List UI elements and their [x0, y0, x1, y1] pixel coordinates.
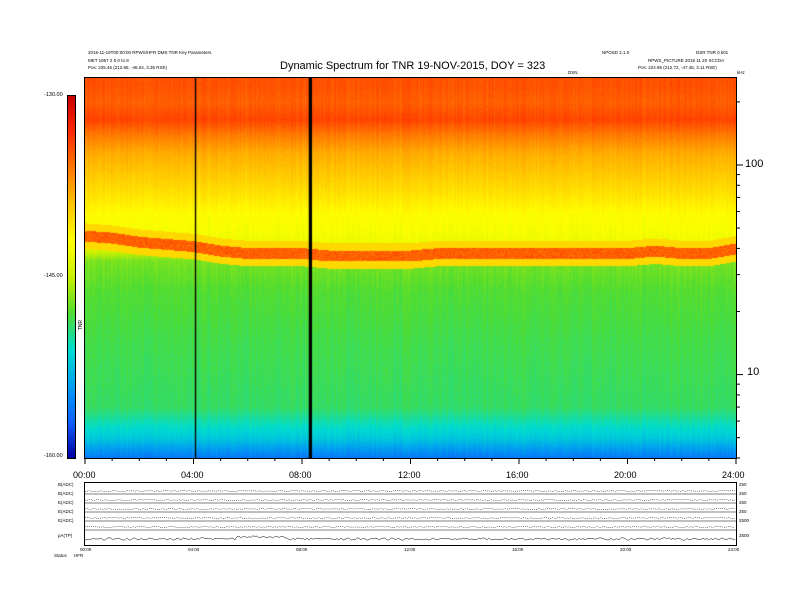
panel-x-tick: 04:00 [188, 547, 200, 552]
panel-row-scale: 250 [739, 509, 747, 514]
panel-row-scale: 250 [739, 500, 747, 505]
colorbar [67, 95, 76, 459]
panel-trace [85, 525, 736, 529]
panel-trace [85, 489, 736, 493]
panel-row-label: E(ADC) [58, 500, 74, 505]
header-position-left: Pos: 225.45 (212.85, -46.04, 3.35 RSE) [88, 65, 168, 70]
header-position-right: Pos: 224.86 (212.72, -47.45, 3.11 RSE) [638, 65, 717, 70]
panel-x-tick: 16:00 [512, 547, 524, 552]
header-info-line-2: MET 1957 2 5 0 to 8 [88, 58, 129, 63]
header-dsn: DSN [568, 70, 578, 75]
panel-row-label: pA(TP) [58, 533, 73, 538]
housekeeping-traces [85, 489, 736, 541]
panel-row-label: E(ADC) [58, 518, 74, 523]
panel-trace-bottom [85, 535, 736, 541]
x-tick-1200: 12:00 [398, 470, 421, 480]
header-version: NPOSD 2.1.0 [602, 50, 630, 55]
header-dataset: DSR TNR 0 k01 [696, 50, 729, 55]
x-tick-1600: 16:00 [506, 470, 529, 480]
x-tick-0400: 04:00 [181, 470, 204, 480]
panel-trace [85, 498, 736, 502]
panel-x-tick: 12:00 [404, 547, 416, 552]
header-unit-corner: kHz [737, 70, 745, 75]
colorbar-tick-bottom: -160.00 [44, 453, 63, 459]
panel-row-scale: 250 [739, 491, 747, 496]
colorbar-tick-top: -130.00 [44, 92, 63, 98]
panel-x-tick: 24:00 [728, 547, 740, 552]
panel-x-tick: 08:00 [296, 547, 308, 552]
y-tick-100: 100 [745, 158, 764, 170]
panel-footer-hfr: HFR [74, 553, 84, 558]
spectrogram-frame [84, 77, 737, 459]
x-tick-0800: 08:00 [289, 470, 312, 480]
colorbar-tick-mid: -145.00 [44, 273, 63, 279]
panel-row-label: B(ADC) [58, 491, 74, 496]
panel-trace [85, 516, 736, 520]
x-tick-0000: 00:00 [73, 470, 96, 480]
panel-row-scale: 2500 [739, 518, 750, 523]
panel-trace [85, 507, 736, 511]
chart-title: Dynamic Spectrum for TNR 19-NOV-2015, DO… [280, 60, 546, 72]
panel-x-tick: 00:00 [80, 547, 92, 552]
spectrogram-canvas [85, 78, 736, 458]
y-tick-10: 10 [747, 366, 760, 378]
header-picture-id: RPWS_PICTURE 2015 11 20 SCCDA [648, 58, 725, 63]
panel-row-label: E(ADC) [58, 509, 74, 514]
panel-row-scale: 250 [739, 482, 747, 487]
x-tick-2400: 24:00 [722, 470, 745, 480]
panel-footer-status: Status [54, 553, 67, 558]
panel-row-scale: 2500 [739, 533, 750, 538]
panel-x-tick: 20:00 [620, 547, 632, 552]
x-tick-2000: 20:00 [614, 470, 637, 480]
header-info-line-1: 2015-11-19T00:00:00 RPWS/HFR DMS TNR Key… [88, 50, 212, 55]
panel-row-label: B(ADC) [58, 482, 74, 487]
housekeeping-panel [84, 482, 737, 546]
